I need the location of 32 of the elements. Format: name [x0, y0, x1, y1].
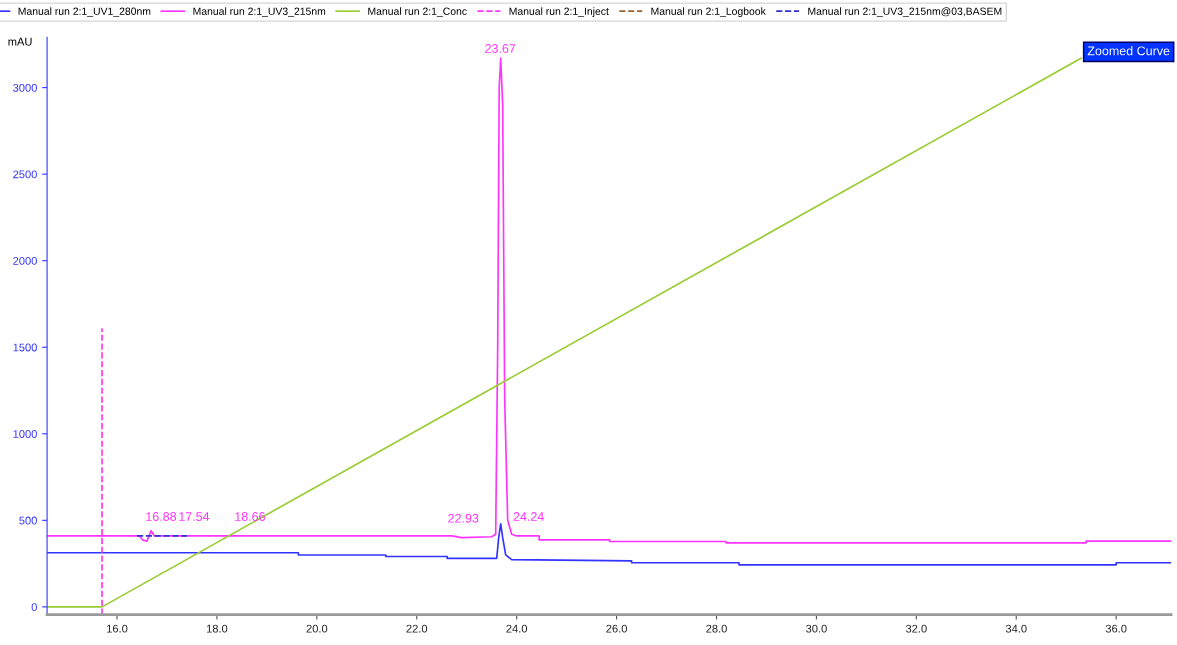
x-tick-label: 36.0 — [1105, 624, 1127, 633]
x-tick-label: 20.0 — [306, 624, 328, 633]
annotation: 22.93 — [448, 513, 479, 523]
y-tick-label: 1000 — [13, 430, 37, 438]
y-tick-label: 0 — [31, 603, 37, 612]
legend-label: Manual run 2:1_Logbook — [651, 7, 766, 17]
annotation: 18.66 — [235, 512, 265, 521]
x-tick-label: 18.0 — [206, 624, 228, 633]
y-tick-label: 1500 — [13, 343, 37, 352]
annotation: 23.67 — [485, 44, 516, 53]
x-tick-label: 26.0 — [606, 624, 627, 633]
legend-label: Manual run 2:1_Inject — [509, 7, 609, 17]
annotation: 24.24 — [513, 512, 544, 521]
y-tick-label: 500 — [19, 516, 37, 525]
y-tick-label: 2000 — [13, 256, 37, 265]
legend-label: Manual run 2:1_UV3_215nm@03,BASEM — [808, 7, 1002, 17]
annotation: Zoomed Curve — [1087, 46, 1170, 56]
annotation: 17.54 — [179, 512, 210, 521]
x-tick-label: 32.0 — [905, 624, 927, 633]
x-tick-label: 22.0 — [406, 624, 428, 633]
x-tick-label: 16.0 — [107, 624, 128, 633]
y-axis-title: mAU — [8, 37, 32, 46]
y-tick-label: 3000 — [13, 83, 37, 92]
x-tick-label: 24.0 — [506, 624, 528, 633]
y-tick-label: 2500 — [13, 170, 37, 179]
x-tick-label: 30.0 — [806, 624, 827, 633]
x-tick-label: 34.0 — [1005, 624, 1027, 633]
legend-label: Manual run 2:1_Conc — [368, 7, 467, 17]
annotation: 16.88 — [146, 512, 177, 521]
x-tick-label: 28.0 — [706, 624, 727, 633]
legend-label: Manual run 2:1_UV1_280nm — [18, 7, 151, 17]
legend-label: Manual run 2:1_UV3_215nm — [193, 7, 326, 17]
